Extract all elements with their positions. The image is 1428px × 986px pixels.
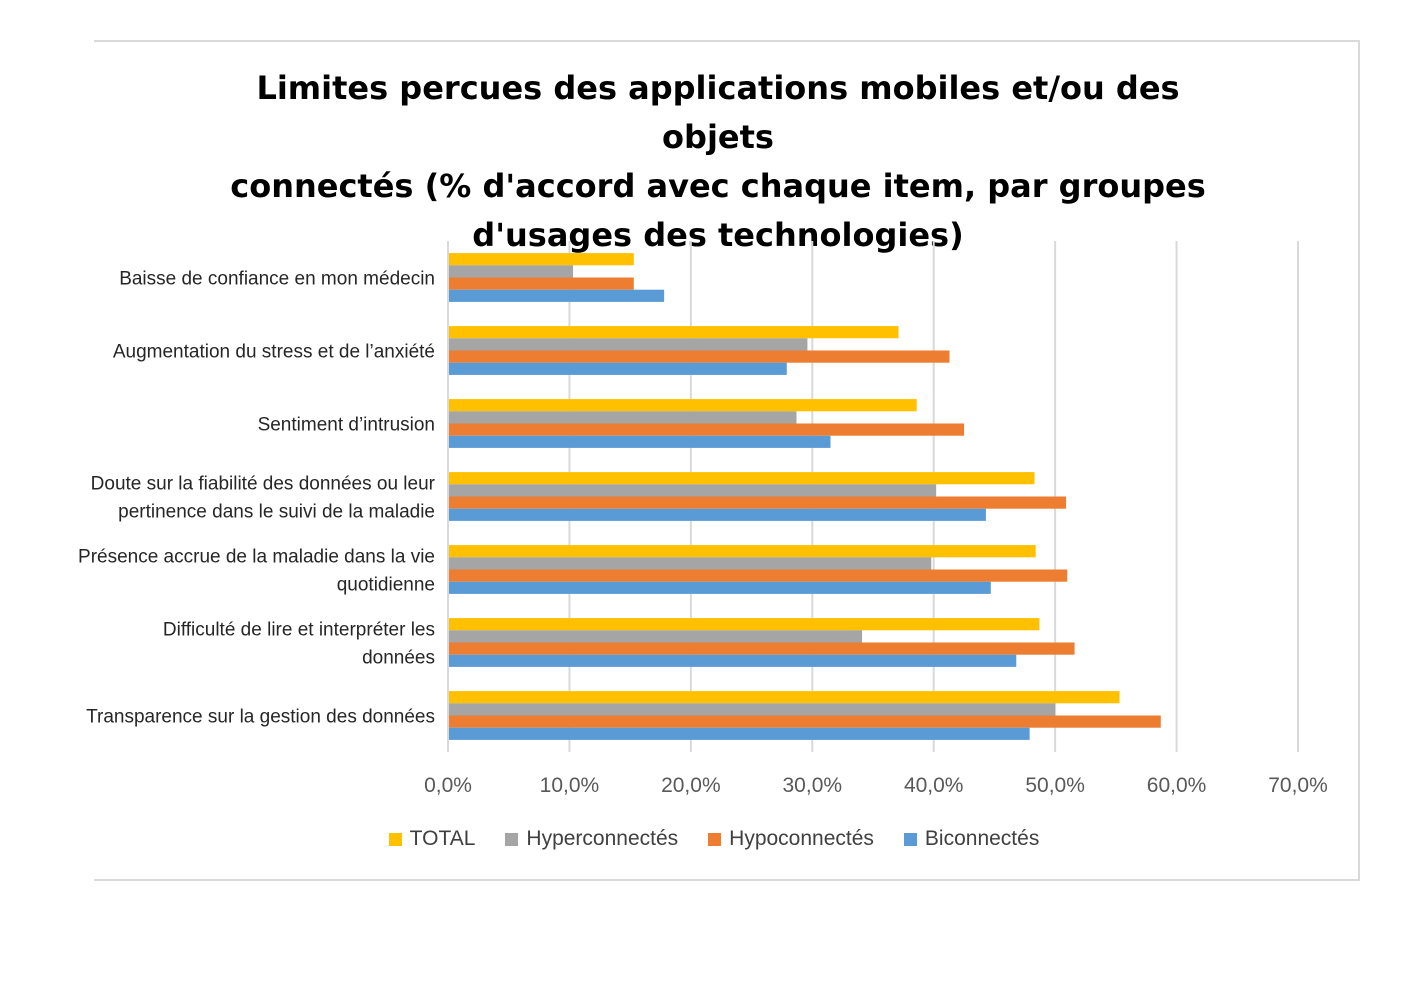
legend-label: Biconnectés [924,827,1040,850]
bar [449,399,917,412]
bar [449,642,1075,655]
x-tick-label: 70,0% [1268,774,1328,797]
category-label: Doute sur la fiabilité des données ou le… [91,474,436,495]
bar [449,569,1068,582]
bar [449,265,574,278]
category-label: Baisse de confiance en mon médecin [119,269,435,290]
x-tick-label: 60,0% [1147,774,1207,797]
bar [449,326,899,339]
bar [449,277,634,290]
bar [449,508,986,521]
bar [449,727,1030,740]
chart-frame [94,40,1360,881]
x-tick-label: 30,0% [783,774,843,797]
x-tick-label: 50,0% [1025,774,1085,797]
bar [449,715,1161,728]
bar [449,289,665,302]
legend-item: Hyperconnectés [505,827,678,851]
x-tick-label: 20,0% [661,774,721,797]
chart-title-line-1: Limites percues des applications mobiles… [256,69,1180,156]
bar [449,338,808,351]
bar [449,618,1040,631]
bar [449,654,1017,667]
x-tick-label: 10,0% [540,774,600,797]
legend-swatch [505,832,519,846]
bar [449,350,950,363]
chart-legend: TOTAL Hyperconnectés Hypoconnectés Biconnec… [0,827,1428,852]
legend-swatch [388,832,402,846]
category-label: Transparence sur la gestion des données [86,707,435,728]
legend-label: TOTAL [409,827,476,850]
bar [449,557,932,570]
x-tick-label: 0,0% [424,774,472,797]
bar [449,545,1036,558]
legend-item: Hypoconnectés [708,827,874,851]
category-label: données [362,648,435,669]
category-label: Difficulté de lire et interpréter les [163,620,435,641]
category-label: Présence accrue de la maladie dans la vi… [78,547,435,568]
category-label: Sentiment d’intrusion [258,415,435,436]
legend-label: Hyperconnectés [526,827,679,850]
bar [449,484,937,497]
bar [449,703,1056,716]
legend-label: Hypoconnectés [729,827,874,850]
bar [449,423,965,436]
bar [449,581,991,594]
category-label: quotidienne [337,575,435,596]
bar [449,411,797,424]
chart-title: Limites percues des applications mobiles… [200,64,1236,260]
legend-item: TOTAL [388,827,476,851]
category-label: Augmentation du stress et de l’anxiété [113,342,435,363]
bar [449,691,1120,704]
bar [449,253,634,266]
bar [449,472,1035,485]
legend-swatch [903,832,917,846]
chart-title-line-3: d'usages des technologies) [472,216,964,254]
bar [449,496,1067,509]
bar [449,362,787,375]
bar [449,435,831,448]
legend-item: Biconnectés [903,827,1040,851]
chart-title-line-2: connectés (% d'accord avec chaque item, … [230,167,1206,205]
category-label: pertinence dans le suivi de la maladie [118,502,435,523]
bar [449,630,863,643]
legend-swatch [708,832,722,846]
x-tick-label: 40,0% [904,774,964,797]
